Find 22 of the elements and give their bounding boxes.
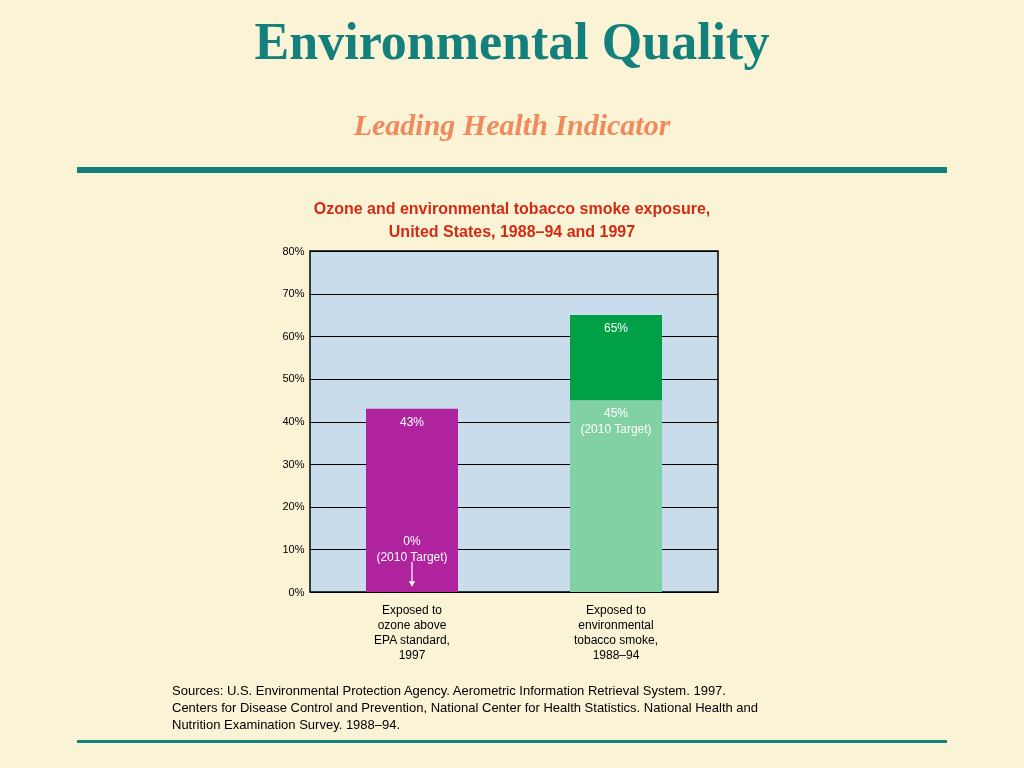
x-tick-label: Exposed to environmental tobacco smoke, 1988–94 bbox=[573, 602, 659, 662]
y-tick-label: 10% bbox=[282, 542, 305, 555]
source-note: Sources: U.S. Environmental Protection Agency. Aerometric Information Retrieval System. 1997. Centers for Disease Control and Prevention, National Center for Health Statistics. National Health and Nutrition Examination Survey. 1988–94. bbox=[172, 682, 759, 733]
bar bbox=[570, 314, 662, 401]
bar bbox=[366, 408, 458, 592]
chart-subtitle: Leading Health Indicator bbox=[352, 108, 672, 142]
y-tick-label: 30% bbox=[282, 457, 305, 470]
annotation: 0% (2010 Target) bbox=[376, 534, 448, 564]
y-tick-label: 50% bbox=[282, 372, 305, 385]
annotation: 45% (2010 Target) bbox=[580, 406, 652, 437]
text: Ozone and environmental tobacco smoke exposure, United States, 1988–94 and 1997 bbox=[312, 199, 712, 242]
annotation: 65% bbox=[603, 320, 629, 335]
y-tick-label: 0% bbox=[288, 585, 305, 598]
annotation: 43% bbox=[399, 414, 425, 429]
x-tick-label: Exposed to ozone above EPA standard, 1997 bbox=[374, 602, 450, 662]
y-tick-label: 70% bbox=[282, 287, 305, 300]
y-tick-label: 40% bbox=[282, 415, 305, 427]
y-tick-label: 20% bbox=[282, 500, 305, 513]
chart-title: Environmental Quality bbox=[253, 12, 771, 71]
y-tick-label: 60% bbox=[282, 329, 305, 342]
y-tick-label: 80% bbox=[282, 244, 305, 257]
bar bbox=[570, 400, 662, 592]
